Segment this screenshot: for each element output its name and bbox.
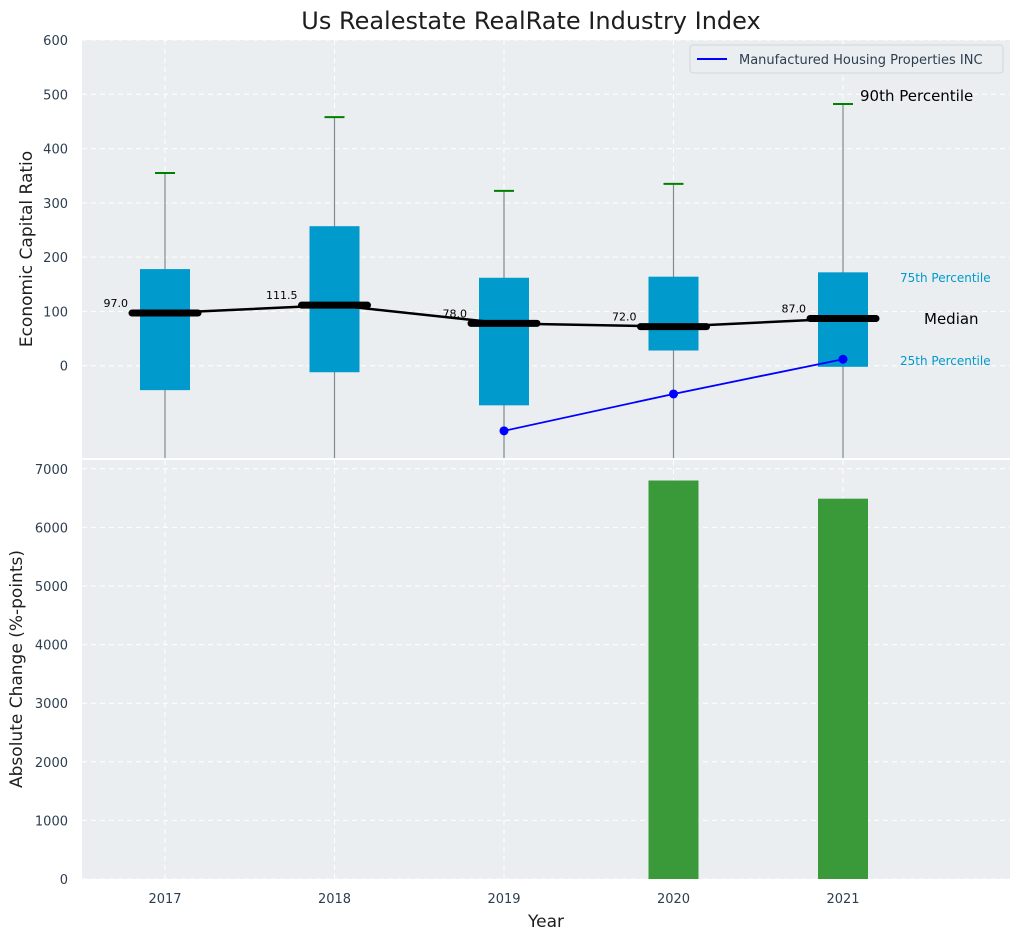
company-point	[838, 354, 848, 364]
x-tick-label: 2018	[318, 892, 351, 907]
median-value-label: 97.0	[104, 297, 129, 310]
change-bar	[648, 480, 699, 879]
annotation-90th-percentile: 90th Percentile	[860, 87, 973, 105]
bottom-y-tick-label: 1000	[35, 814, 68, 829]
median-value-label: 78.0	[443, 307, 468, 320]
percentile-annotations: 90th Percentile 75th Percentile Median 2…	[860, 87, 991, 368]
x-ticks: 2017 2018 2019 2020 2021	[148, 892, 859, 907]
top-y-tick-label: 300	[43, 197, 68, 212]
median-markers: 97.0 111.5 78.0 72.0 87.0	[104, 289, 880, 331]
bottom-y-tick-label: 4000	[35, 639, 68, 654]
annotation-75th-percentile: 75th Percentile	[900, 271, 991, 285]
x-tick-label: 2020	[657, 892, 690, 907]
bottom-y-tick-label: 2000	[35, 756, 68, 771]
iqr-box	[309, 226, 360, 373]
top-panel: 0 100 200 300 400 500 600 97.0 111.5 78.0 72.0 87.…	[17, 34, 1010, 458]
top-y-tick-label: 400	[43, 143, 68, 158]
top-y-tick-label: 0	[60, 360, 68, 375]
company-series	[499, 354, 848, 436]
bottom-y-axis-label: Absolute Change (%-points)	[7, 550, 27, 788]
bottom-y-tick-label: 5000	[35, 580, 68, 595]
top-y-tick-label: 500	[43, 88, 68, 103]
top-y-axis-label: Economic Capital Ratio	[17, 151, 37, 347]
change-bars	[648, 480, 868, 879]
annotation-median: Median	[924, 310, 979, 328]
x-tick-label: 2021	[826, 892, 859, 907]
top-y-ticks: 0 100 200 300 400 500 600	[43, 34, 68, 375]
bottom-y-tick-label: 6000	[35, 521, 68, 536]
change-bar	[818, 498, 868, 879]
median-value-label: 72.0	[612, 311, 637, 324]
top-y-tick-label: 600	[43, 34, 68, 49]
chart-title: Us Realestate RealRate Industry Index	[301, 7, 760, 35]
bottom-y-tick-label: 0	[60, 873, 68, 888]
bottom-y-tick-label: 7000	[35, 463, 68, 478]
bottom-y-ticks: 0 1000 2000 3000 4000 5000 6000 7000	[35, 463, 68, 888]
legend-label-company: Manufactured Housing Properties INC	[739, 53, 983, 68]
top-boxes	[140, 226, 868, 406]
iqr-box	[479, 277, 529, 406]
x-axis-label: Year	[527, 912, 564, 932]
legend: Manufactured Housing Properties INC	[689, 44, 1004, 74]
median-value-label: 87.0	[782, 302, 807, 315]
x-tick-label: 2017	[148, 892, 181, 907]
legend-box	[689, 44, 1004, 74]
x-tick-label: 2019	[487, 892, 520, 907]
iqr-box	[140, 269, 190, 391]
top-y-tick-label: 100	[43, 305, 68, 320]
bottom-y-tick-label: 3000	[35, 697, 68, 712]
iqr-box	[648, 276, 699, 351]
top-panel-background	[82, 40, 1010, 458]
annotation-25th-percentile: 25th Percentile	[900, 354, 991, 368]
top-y-tick-label: 200	[43, 251, 68, 266]
median-value-label: 111.5	[266, 289, 298, 302]
company-point	[499, 426, 509, 436]
company-point	[669, 389, 678, 399]
bottom-panel-background	[82, 460, 1010, 879]
